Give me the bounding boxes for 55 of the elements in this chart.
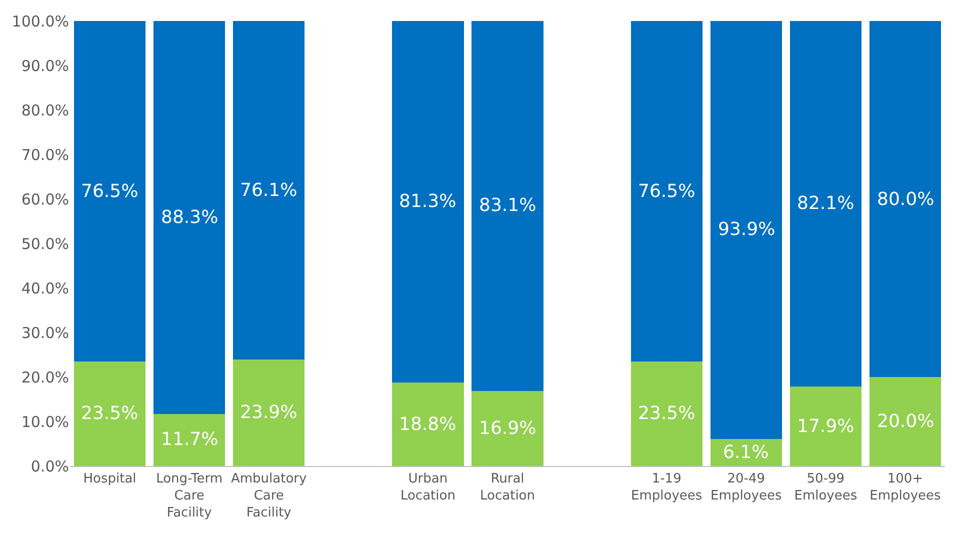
y-tick-label: 10.0%: [21, 412, 69, 431]
bar: [233, 360, 305, 466]
data-label: 23.5%: [81, 403, 138, 424]
bar: [472, 21, 544, 391]
x-tick-label: 100+ Employees: [870, 472, 942, 504]
y-tick-label: 50.0%: [21, 234, 69, 253]
bar: [74, 361, 146, 466]
bar: [790, 386, 862, 466]
bar: [154, 21, 226, 414]
x-tick-label: 50-99 Emloyees: [794, 472, 858, 504]
bar: [869, 21, 942, 377]
y-tick-label: 100.0%: [12, 12, 69, 30]
data-label: 93.9%: [718, 219, 776, 240]
bar: [154, 414, 226, 466]
data-label: 88.3%: [161, 207, 218, 228]
data-label: 82.1%: [797, 193, 854, 214]
bar: [869, 377, 942, 466]
y-tick-label: 30.0%: [21, 324, 69, 342]
x-tick-label: Urban Location: [400, 472, 456, 504]
bar: [74, 21, 146, 362]
data-label: 81.3%: [399, 191, 456, 212]
data-label: 6.1%: [723, 442, 769, 463]
bar: [790, 21, 862, 386]
data-label: 23.5%: [638, 403, 696, 424]
y-tick-label: 70.0%: [21, 146, 69, 164]
data-label: 16.9%: [479, 418, 536, 439]
data-label: 18.8%: [399, 414, 456, 435]
data-label: 17.9%: [797, 416, 854, 437]
bar: [233, 21, 305, 360]
bar: [630, 21, 702, 362]
x-tick-label: 1-19 Employees: [631, 472, 702, 504]
x-tick-label: Ambulatory Care Facility: [231, 472, 308, 520]
x-tick-label: Rural Location: [480, 472, 535, 504]
data-label: 76.1%: [240, 180, 298, 201]
bar: [472, 390, 544, 466]
data-label: 83.1%: [479, 195, 536, 216]
y-tick-label: 20.0%: [21, 368, 69, 386]
data-label: 80.0%: [877, 189, 934, 210]
data-label: 11.7%: [161, 429, 218, 450]
bar: [630, 361, 702, 466]
y-tick-label: 60.0%: [21, 190, 69, 208]
data-label: 76.5%: [81, 181, 138, 202]
x-tick-label: 20-49 Employees: [710, 472, 782, 504]
data-label: 20.0%: [877, 411, 934, 432]
x-tick-label: Hospital: [83, 472, 136, 487]
y-tick-label: 80.0%: [21, 101, 69, 120]
y-tick-label: 40.0%: [21, 279, 69, 298]
y-tick-label: 90.0%: [21, 56, 69, 75]
y-tick-label: 0.0%: [30, 457, 69, 476]
data-label: 23.9%: [240, 402, 298, 423]
x-tick-label: Long-Term Care Facility: [156, 472, 223, 520]
data-label: 76.5%: [638, 181, 696, 202]
bar: [710, 21, 782, 439]
bar: [392, 382, 464, 466]
bar: [392, 21, 464, 382]
